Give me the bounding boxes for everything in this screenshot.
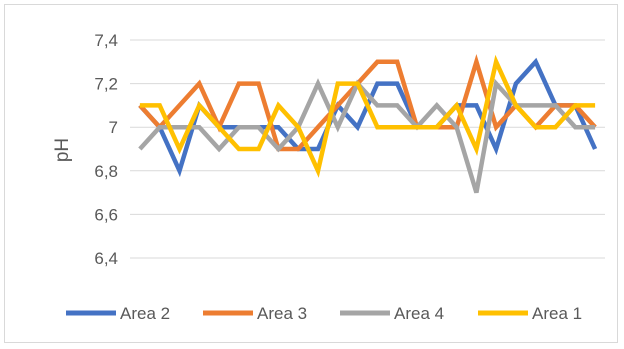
legend-label: Area 4 <box>394 304 444 323</box>
series-lines <box>138 54 598 194</box>
legend-label: Area 2 <box>120 304 170 323</box>
series-line-area-1 <box>139 54 596 178</box>
gridlines <box>130 39 605 259</box>
y-tick-label: 6,6 <box>94 205 118 224</box>
y-tick-label: 7 <box>109 118 118 137</box>
y-axis-title: pH <box>52 138 73 162</box>
chart-frame <box>4 4 618 343</box>
y-tick-label: 6,4 <box>94 249 118 268</box>
y-tick-label: 7,2 <box>94 75 118 94</box>
legend-label: Area 3 <box>257 304 307 323</box>
series-line-area-4 <box>138 78 596 194</box>
legend: Area 2 Area 3 Area 4 Area 1 <box>66 304 582 323</box>
legend-label: Area 1 <box>532 304 582 323</box>
y-tick-label: 6,8 <box>94 162 118 181</box>
y-tick-label: 7,4 <box>94 31 118 50</box>
y-axis: 6,4 6,6 6,8 7 7,2 7,4 <box>94 31 118 268</box>
